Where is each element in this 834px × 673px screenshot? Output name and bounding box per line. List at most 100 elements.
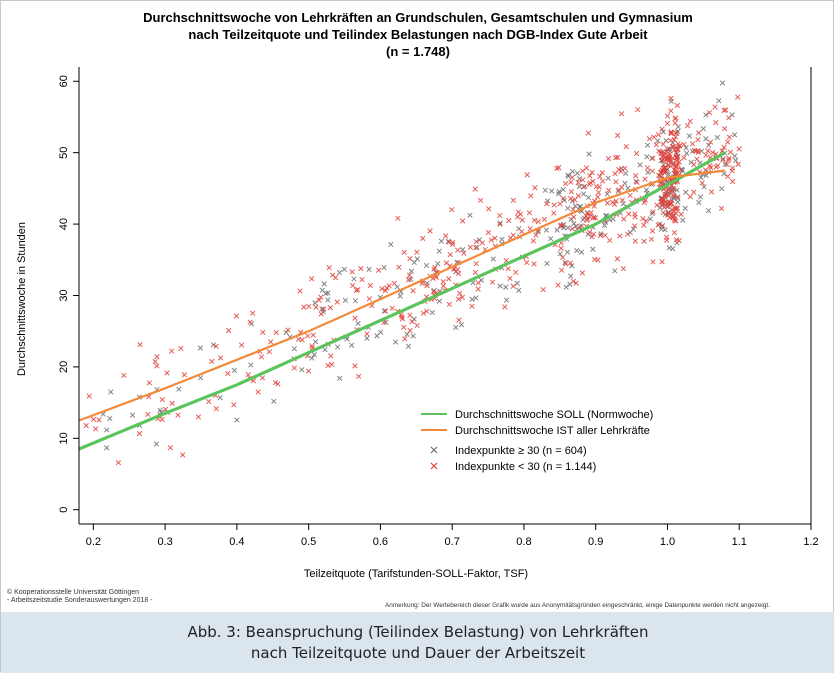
point-low-index xyxy=(213,405,219,412)
point-low-index xyxy=(675,141,681,147)
point-low-index xyxy=(726,134,733,140)
point-low-index xyxy=(479,240,485,246)
point-low-index xyxy=(585,210,591,216)
point-low-index xyxy=(414,322,420,329)
point-low-index xyxy=(671,217,678,224)
x-axis-label: Teilzeitquote (Tarifstunden-SOLL-Faktor,… xyxy=(304,568,528,580)
point-low-index xyxy=(721,144,727,150)
point-low-index xyxy=(575,179,581,186)
point-high-index xyxy=(569,263,575,269)
point-low-index xyxy=(729,178,736,185)
credit: © Kooperationsstelle Universität Götting… xyxy=(7,589,153,605)
point-low-index xyxy=(707,163,713,169)
point-low-index xyxy=(440,283,447,289)
point-low-index xyxy=(672,120,678,126)
point-low-index xyxy=(669,143,676,150)
point-low-index xyxy=(164,370,170,376)
point-low-index xyxy=(367,282,373,289)
point-high-index xyxy=(586,151,592,157)
point-low-index xyxy=(443,233,449,239)
point-high-index xyxy=(352,298,359,304)
point-high-index xyxy=(436,248,442,254)
point-low-index xyxy=(661,150,667,156)
point-low-index xyxy=(659,259,665,265)
point-low-index xyxy=(551,210,557,216)
point-low-index xyxy=(531,261,537,267)
point-high-index xyxy=(321,281,327,287)
point-low-index xyxy=(402,336,408,342)
point-high-index xyxy=(503,284,509,290)
point-low-index xyxy=(658,199,664,205)
legend: Durchschnittswoche SOLL (Normwoche) Durch… xyxy=(421,409,653,473)
point-low-index xyxy=(299,337,305,343)
point-high-index xyxy=(610,216,616,222)
point-low-index xyxy=(633,150,640,157)
point-low-index xyxy=(154,363,160,369)
chart-subtitle-n: (n = 1.748) xyxy=(386,44,450,59)
point-low-index xyxy=(671,185,677,192)
point-low-index xyxy=(528,193,534,199)
y-axis-label: Durchschnittswoche in Stunden xyxy=(16,222,28,376)
point-high-index xyxy=(563,284,569,290)
point-low-index xyxy=(721,107,727,114)
point-low-index xyxy=(225,370,231,377)
point-low-index xyxy=(607,237,613,244)
point-low-index xyxy=(318,294,324,300)
x-tick-label: 0.2 xyxy=(86,536,101,548)
point-high-index xyxy=(622,180,628,186)
caption-line-2: nach Teilzeitquote und Dauer der Arbeits… xyxy=(250,644,586,662)
point-low-index xyxy=(159,416,165,423)
point-high-index xyxy=(705,207,712,214)
point-low-index xyxy=(510,283,516,289)
point-low-index xyxy=(469,303,475,309)
point-low-index xyxy=(268,339,274,345)
point-low-index xyxy=(506,217,512,224)
point-high-index xyxy=(157,407,163,413)
point-low-index xyxy=(585,216,591,222)
legend-label: Indexpunkte ≥ 30 (n = 604) xyxy=(455,445,587,457)
point-high-index xyxy=(666,245,672,251)
point-high-index xyxy=(544,260,550,267)
point-low-index xyxy=(332,274,339,281)
point-low-index xyxy=(572,197,578,203)
point-low-index xyxy=(632,173,639,179)
point-low-index xyxy=(672,116,678,122)
point-low-index xyxy=(414,249,420,255)
point-low-index xyxy=(590,231,597,237)
point-low-index xyxy=(519,217,525,223)
point-high-index xyxy=(585,194,592,201)
point-low-index xyxy=(617,233,623,239)
point-low-index xyxy=(90,416,97,422)
point-high-index xyxy=(129,412,136,418)
point-low-index xyxy=(570,278,577,284)
point-low-index xyxy=(497,221,503,227)
point-low-index xyxy=(671,229,678,236)
point-low-index xyxy=(651,134,657,140)
point-low-index xyxy=(616,187,622,193)
point-low-index xyxy=(656,148,662,154)
legend-label: Durchschnittswoche IST aller Lehrkräfte xyxy=(455,425,650,437)
point-low-index xyxy=(673,149,679,156)
point-high-index xyxy=(366,266,372,272)
point-high-index xyxy=(503,297,510,303)
x-tick-label: 0.4 xyxy=(229,536,244,548)
point-low-index xyxy=(247,319,253,325)
point-low-index xyxy=(510,232,516,238)
point-low-index xyxy=(614,132,621,139)
point-low-index xyxy=(159,396,165,403)
point-low-index xyxy=(492,235,498,241)
point-low-index xyxy=(632,238,638,244)
point-low-index xyxy=(472,269,479,276)
point-low-index xyxy=(604,200,611,206)
point-low-index xyxy=(136,430,143,437)
point-low-index xyxy=(722,125,728,132)
point-high-index xyxy=(680,217,686,223)
point-low-index xyxy=(585,130,592,136)
credit-line-1: © Kooperationsstelle Universität Götting… xyxy=(7,589,140,596)
point-high-index xyxy=(554,227,560,233)
point-low-index xyxy=(723,107,729,113)
point-low-index xyxy=(648,236,655,242)
point-high-index xyxy=(721,171,727,177)
point-low-index xyxy=(695,149,701,156)
point-low-index xyxy=(691,161,697,168)
